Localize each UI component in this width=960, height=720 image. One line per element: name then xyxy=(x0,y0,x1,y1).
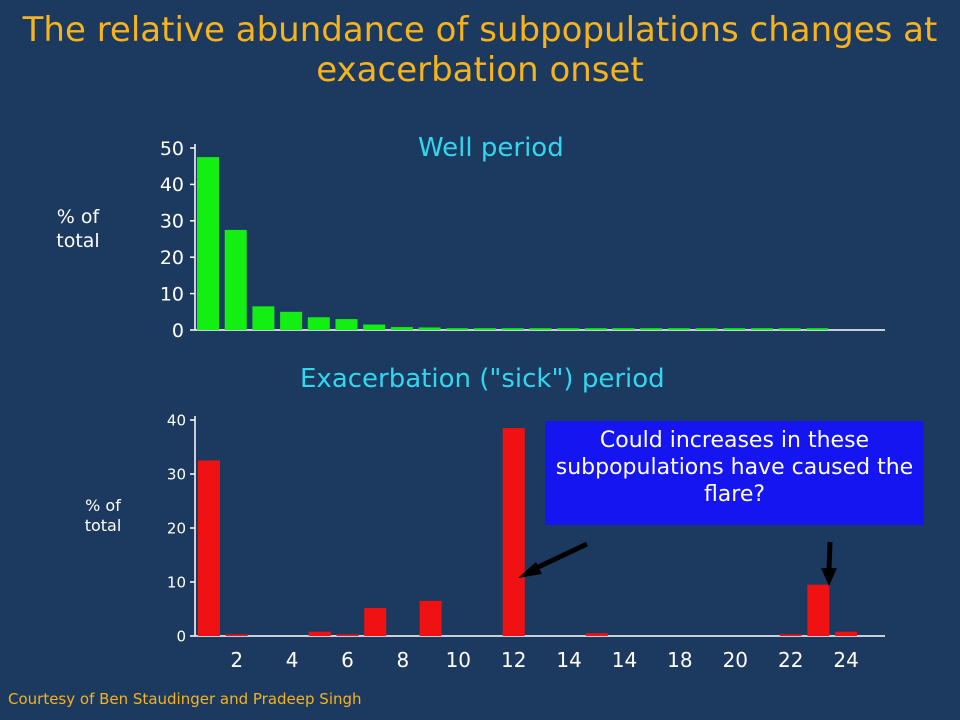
well-bar xyxy=(778,328,801,330)
sick-bar xyxy=(364,607,387,636)
well-period-chart: 0 10 20 30 40 50 xyxy=(160,138,885,342)
well-bar xyxy=(474,328,496,330)
sick-x-tick-label: 4 xyxy=(286,648,299,672)
arrow-head-right xyxy=(821,568,837,586)
sick-x-tick-label: 20 xyxy=(723,648,748,672)
well-y-tick-label: 50 xyxy=(160,138,184,160)
well-bar xyxy=(557,328,580,330)
well-bar xyxy=(446,328,469,330)
well-y-tick-label: 30 xyxy=(160,211,184,233)
sick-bar xyxy=(308,631,331,636)
sick-x-tick-label: 2 xyxy=(230,648,243,672)
sick-x-tick-label: 18 xyxy=(667,648,692,672)
well-bar xyxy=(280,311,303,330)
well-bar xyxy=(418,327,441,330)
well-bar xyxy=(612,328,635,330)
sick-y-tick-label: 0 xyxy=(176,627,186,645)
well-bar xyxy=(529,328,552,330)
sick-chart-title: Exacerbation ("sick") period xyxy=(300,364,665,394)
well-bar xyxy=(307,317,330,330)
well-bar xyxy=(695,328,718,330)
sick-y-tick-label: 40 xyxy=(167,411,186,429)
annotation-arrows xyxy=(518,541,837,586)
well-bar xyxy=(335,319,358,330)
sick-bar xyxy=(807,584,830,636)
well-bar xyxy=(806,328,829,330)
sick-bar xyxy=(419,600,442,636)
slide-title: The relative abundance of subpopulations… xyxy=(22,10,938,90)
sick-y-tick-label: 20 xyxy=(167,519,186,537)
arrow-shaft-left xyxy=(530,541,589,573)
sick-bar xyxy=(198,460,220,636)
well-bar xyxy=(667,328,690,330)
sick-x-tick-label: 24 xyxy=(833,648,858,672)
well-bar xyxy=(501,328,524,330)
sick-x-tick-label: 12 xyxy=(501,648,526,672)
sick-bar xyxy=(585,633,608,636)
courtesy-credit: Courtesy of Ben Staudinger and Pradeep S… xyxy=(8,690,362,708)
sick-y-axis-label: % of total xyxy=(84,496,122,535)
sick-bar xyxy=(502,428,525,636)
well-bar xyxy=(751,328,773,330)
sick-y-tick-label: 10 xyxy=(167,573,186,591)
callout-box: Could increases in these subpopulations … xyxy=(545,421,924,525)
arrow-shaft-right xyxy=(826,541,833,571)
sick-bar xyxy=(779,634,802,636)
arrow-head-left xyxy=(518,562,542,578)
well-y-axis-label: % of total xyxy=(56,206,100,252)
well-chart-title: Well period xyxy=(418,133,564,163)
well-bar xyxy=(584,328,607,330)
sick-x-tick-label: 14 xyxy=(556,648,581,672)
well-bar xyxy=(252,306,275,330)
well-bar xyxy=(390,327,413,330)
well-y-tick-label: 20 xyxy=(160,247,184,269)
well-y-tick-label: 10 xyxy=(160,283,184,305)
sick-bar xyxy=(336,634,359,636)
sick-y-tick-label: 30 xyxy=(167,465,186,483)
sick-x-tick-label: 10 xyxy=(446,648,471,672)
well-y-tick-label: 40 xyxy=(160,174,184,196)
sick-bar xyxy=(835,631,858,636)
well-y-tick-label: 0 xyxy=(172,320,184,342)
sick-bar xyxy=(225,634,248,636)
well-bar xyxy=(224,229,247,330)
well-bar xyxy=(363,324,386,330)
sick-x-tick-label: 6 xyxy=(341,648,354,672)
sick-x-tick-label: 14 xyxy=(612,648,637,672)
well-bar xyxy=(197,157,219,330)
well-bar xyxy=(640,328,663,330)
sick-x-tick-label: 22 xyxy=(778,648,803,672)
sick-x-tick-label: 8 xyxy=(397,648,410,672)
well-bar xyxy=(723,328,746,330)
